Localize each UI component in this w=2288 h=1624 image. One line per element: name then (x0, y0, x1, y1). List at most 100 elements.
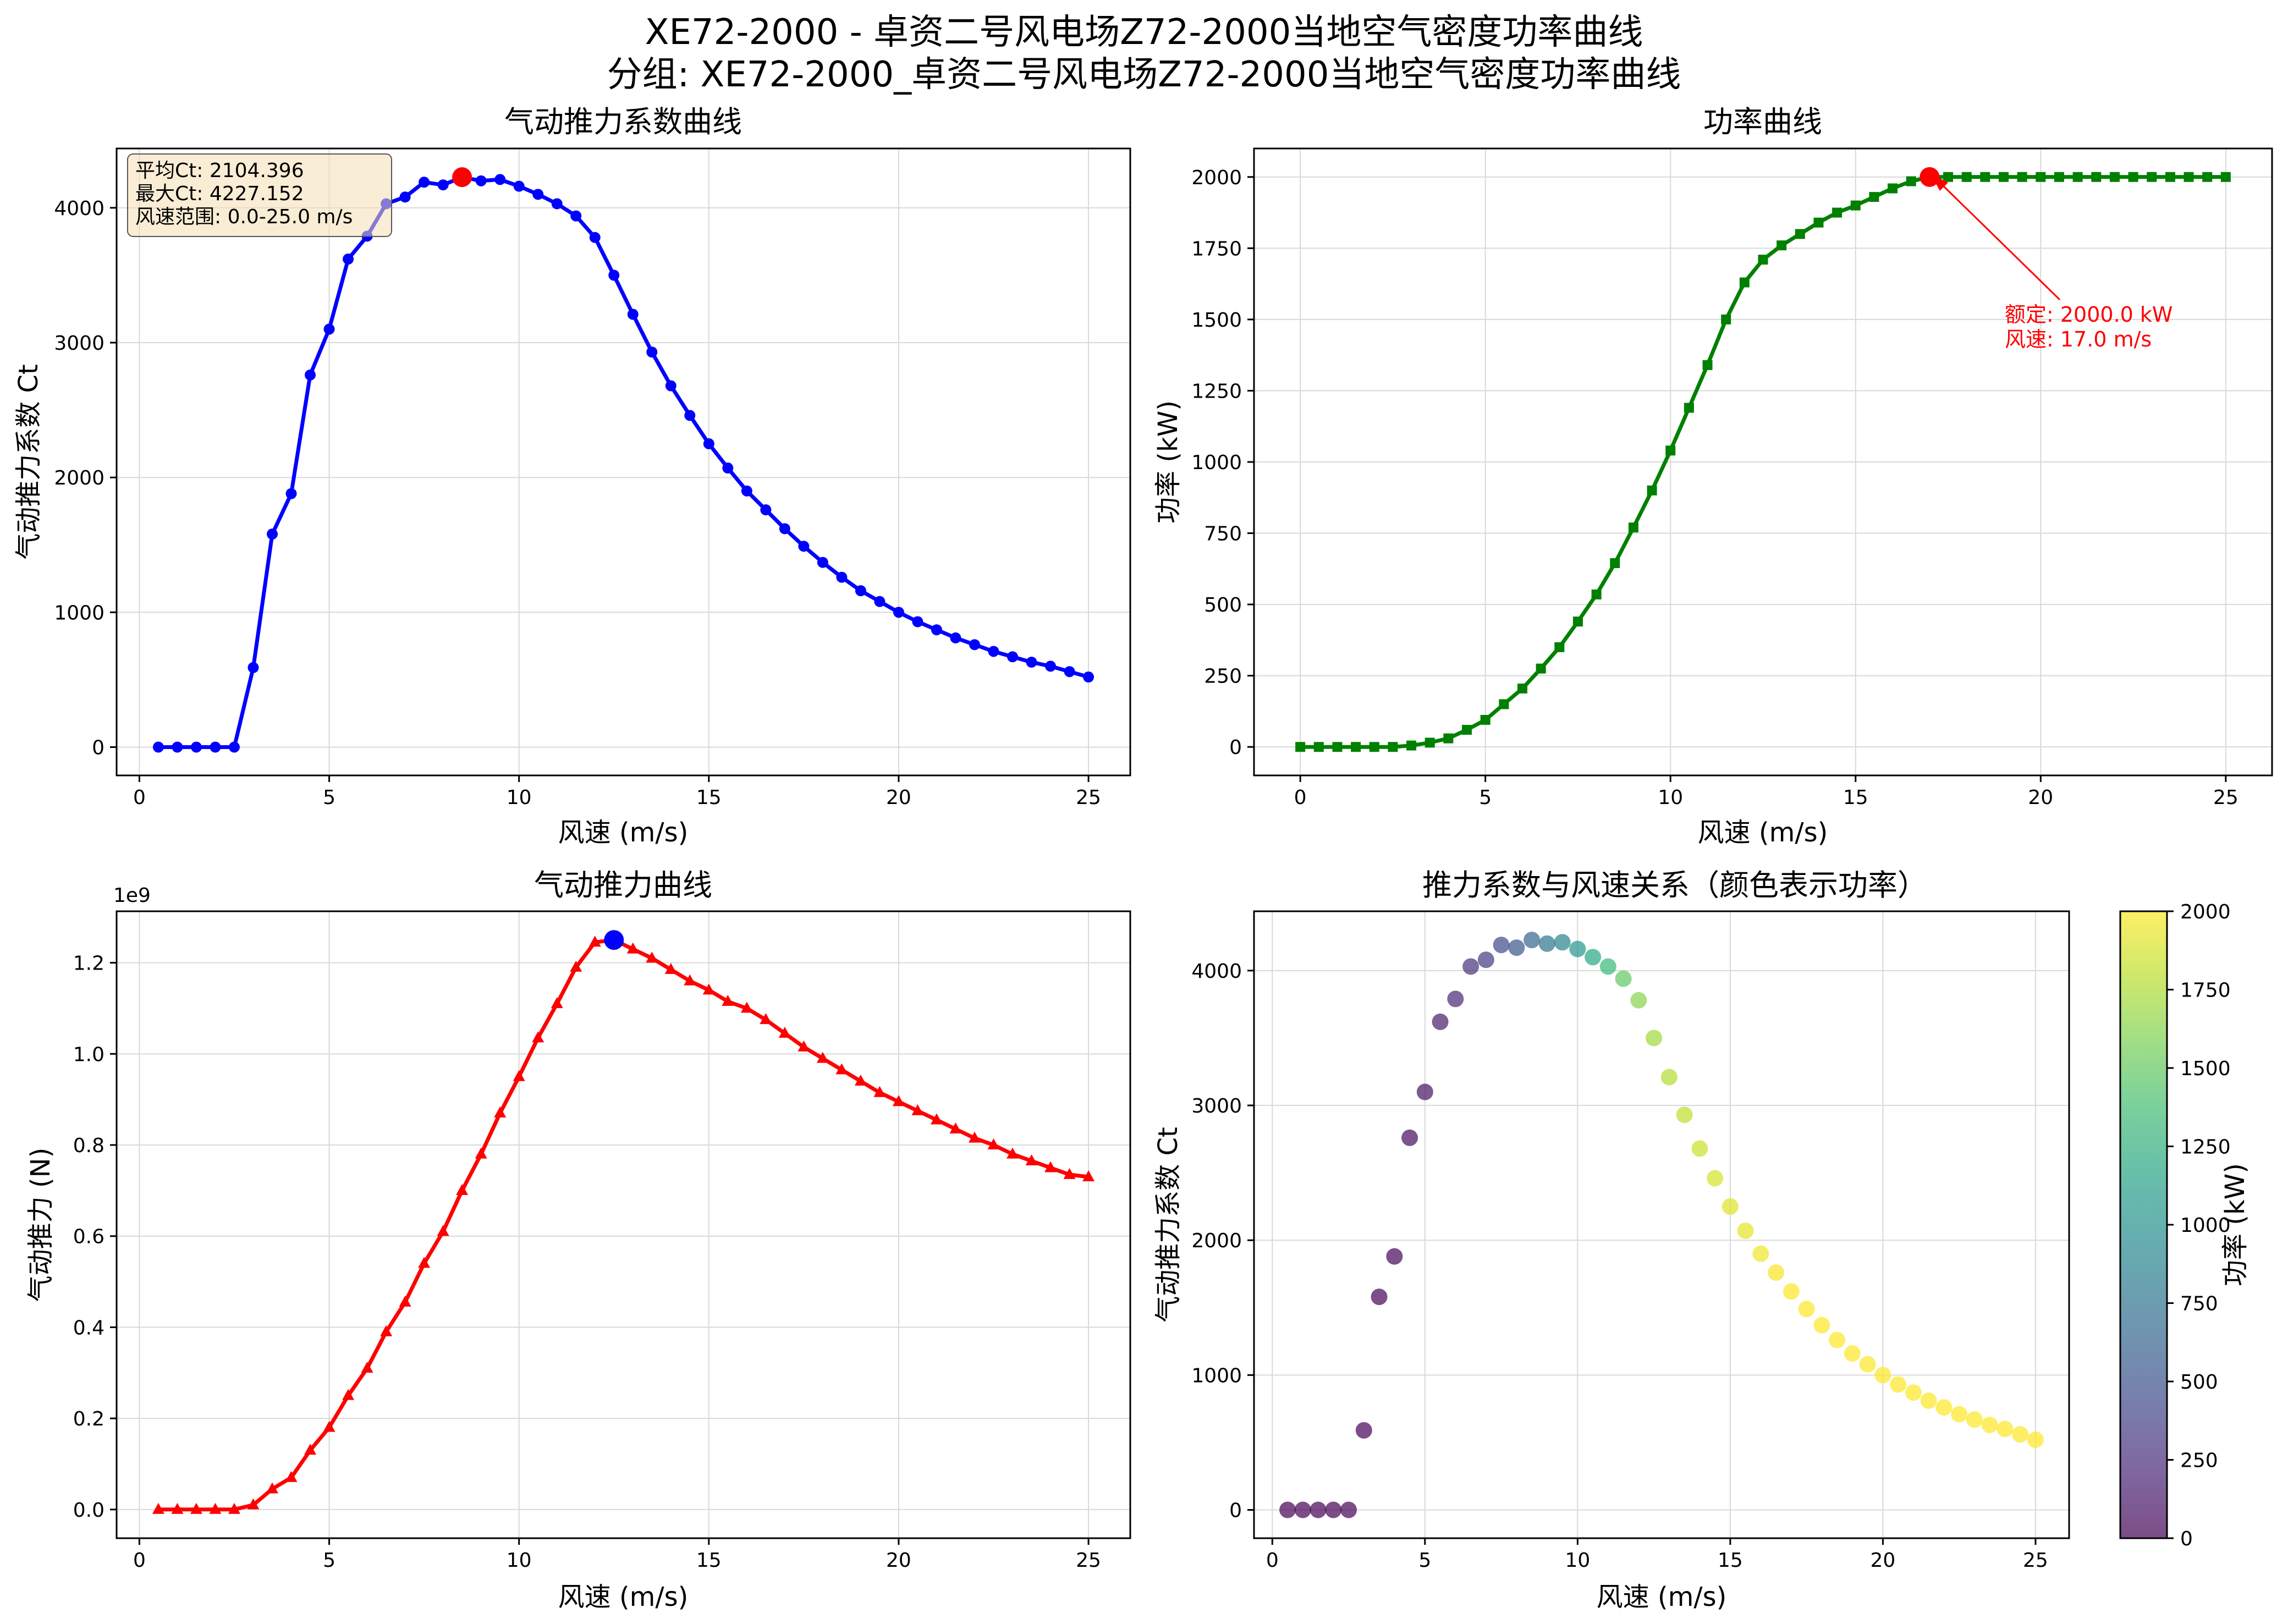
thrust-y-tick-label: 0.8 (73, 1135, 105, 1157)
scatter-point (1599, 958, 1616, 975)
ct-data-point (1083, 671, 1094, 683)
ct-data-point (1045, 660, 1057, 672)
thrust-data-point (987, 1138, 1000, 1150)
scatter-point (1630, 992, 1647, 1009)
power-data-point (1332, 742, 1343, 752)
ct-y-tick-label: 4000 (54, 197, 105, 220)
scatter-x-tick-label: 20 (1871, 1549, 1896, 1572)
thrust-data-point (722, 995, 734, 1006)
power-y-tick-label: 750 (1204, 523, 1242, 546)
thrust-data-point (304, 1444, 317, 1455)
thrust-curve-title: 气动推力曲线 (534, 868, 712, 902)
scatter-x-tick-label: 15 (1718, 1549, 1743, 1572)
thrust-data-point (740, 1001, 753, 1013)
power-data-point (1777, 240, 1787, 251)
scatter-point (1447, 990, 1464, 1008)
scatter-point (1752, 1245, 1769, 1262)
power-axes-frame (1253, 147, 2273, 777)
thrust-data-point (798, 1040, 810, 1052)
ct-data-point (399, 191, 411, 203)
rated-annotation-arrowhead (1931, 174, 1948, 191)
power-x-tick-label: 10 (1658, 786, 1683, 809)
scatter-point (1813, 1317, 1830, 1334)
power-y-axis-label: 功率 (kW) (1153, 400, 1184, 524)
thrust-axes-frame (116, 910, 1131, 1539)
power-y-tick-label: 250 (1204, 665, 1242, 688)
thrust-data-point (342, 1389, 355, 1400)
ct-y-tick-label: 0 (92, 737, 105, 759)
power-data-point (1628, 522, 1638, 533)
thrust-y-offset-label: 1e9 (113, 884, 151, 907)
thrust-data-point (513, 1070, 525, 1081)
power-x-tick-label: 25 (2213, 786, 2238, 809)
thrust-data-point (190, 1502, 202, 1514)
power-data-point (1388, 742, 1398, 752)
scatter-point (1874, 1367, 1891, 1384)
thrust-data-point (664, 963, 677, 975)
scatter-point (1981, 1417, 1998, 1434)
power-data-point (1943, 172, 1954, 182)
thrust-y-tick-label: 0.6 (73, 1226, 105, 1248)
ct-y-tick-label: 3000 (54, 332, 105, 355)
colorbar-tick-label: 250 (2180, 1450, 2218, 1472)
thrust-curve-panel: 气动推力曲线 0 5 10 15 20 25 0.0 0.2 0.4 0.6 0.8 1.0 1.2 1… (25, 868, 1131, 1612)
scatter-point (1340, 1501, 1357, 1518)
thrust-data-point (209, 1502, 222, 1514)
scatter-point (1966, 1411, 1983, 1428)
colorbar-gradient (2119, 910, 2168, 1539)
scatter-point (1524, 932, 1541, 949)
power-y-tick-label: 500 (1204, 594, 1242, 616)
power-data-point (2036, 172, 2046, 182)
ct-data-point (437, 179, 449, 191)
power-data-point (1684, 403, 1694, 413)
scatter-x-tick-label: 25 (2023, 1549, 2048, 1572)
scatter-point (1646, 1030, 1663, 1047)
scatter-point (1477, 951, 1494, 968)
scatter-x-tick-label: 5 (1418, 1549, 1431, 1572)
thrust-data-point (873, 1086, 886, 1097)
ct-data-point (988, 646, 999, 657)
ct-data-point (646, 346, 658, 358)
ct-data-point (627, 309, 639, 320)
thrust-x-tick-label: 10 (507, 1549, 532, 1572)
scatter-point (1401, 1129, 1418, 1146)
power-data-point (1554, 642, 1565, 652)
ct-x-tick-label: 10 (507, 786, 532, 809)
colorbar-tick-label: 1750 (2180, 979, 2231, 1002)
scatter-point (1416, 1083, 1433, 1100)
ct-data-point (684, 410, 696, 421)
rated-annotation-arrow-line (1938, 180, 2061, 301)
thrust-data-point (911, 1104, 924, 1115)
ct-data-point (969, 639, 980, 651)
power-data-point (1702, 360, 1713, 370)
thrust-data-point (152, 1502, 164, 1514)
power-data-point (1480, 714, 1491, 725)
scatter-point (1493, 937, 1510, 954)
scatter-y-axis-label: 气动推力系数 Ct (1153, 1127, 1184, 1323)
scatter-x-axis-label: 风速 (m/s) (1597, 1582, 1727, 1612)
scatter-point (1508, 939, 1525, 956)
thrust-data-point (930, 1113, 943, 1125)
power-curve-panel: 功率曲线 0 5 10 15 20 250250500750100012501500175… (1153, 104, 2273, 848)
ct-data-point (912, 616, 923, 627)
thrust-y-tick-label: 0.2 (73, 1408, 105, 1430)
scatter-y-tick-label: 1000 (1191, 1364, 1242, 1387)
ct-data-point (551, 198, 563, 210)
power-data-point (1351, 742, 1361, 752)
power-y-tick-label: 1000 (1191, 452, 1242, 474)
ct-y-tick-label: 1000 (54, 602, 105, 624)
thrust-data-point (532, 1031, 544, 1043)
thrust-data-point (968, 1131, 981, 1143)
power-curve-title: 功率曲线 (1703, 104, 1822, 139)
ct-data-point (228, 741, 240, 753)
power-data-point (1647, 485, 1657, 496)
power-data-point (1665, 445, 1676, 456)
ct-y-axis-label: 气动推力系数 Ct (13, 364, 44, 560)
thrust-y-axis-label: 气动推力 (N) (25, 1148, 56, 1302)
scatter-point (1386, 1248, 1403, 1265)
thrust-series-line (158, 938, 1089, 1512)
thrust-data-point (1044, 1161, 1057, 1172)
